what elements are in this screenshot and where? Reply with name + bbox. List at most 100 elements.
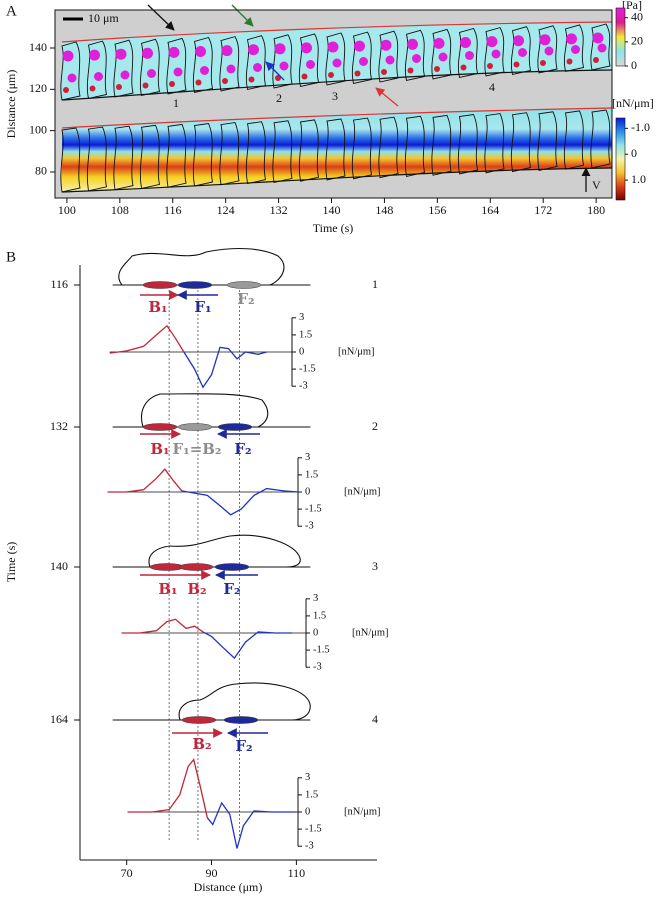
y-tick-label: 140 (29, 40, 47, 54)
cell-outline (166, 37, 187, 95)
cell-outline (457, 114, 479, 175)
cell-outline (113, 39, 134, 98)
trace-tick-label: 0 (299, 346, 304, 357)
adhesion-spot (115, 48, 127, 60)
adhesion-spot (359, 57, 368, 66)
trace-tick-label: 0 (305, 486, 310, 497)
arrow (265, 61, 285, 81)
plot-frame (54, 9, 613, 199)
adhesion-spot (486, 36, 498, 48)
cell-outline (510, 112, 532, 173)
arrow (147, 4, 175, 31)
row-label: 2 (372, 419, 378, 433)
adhesion-spot (89, 49, 100, 61)
cell-outline (537, 25, 558, 74)
adhesion-spot (513, 35, 524, 47)
cell-outline (590, 23, 611, 71)
x-axis-title: Time (s) (313, 221, 354, 235)
adhesion (142, 423, 178, 431)
adhesion-spot (465, 51, 474, 60)
cell-label: 1 (173, 96, 179, 110)
cell-outline (431, 28, 452, 80)
adhesion-spot (566, 33, 577, 45)
trace-unit: [nN/μm] (338, 346, 375, 357)
adhesion-spot (301, 42, 312, 54)
cell-outline (139, 38, 161, 97)
x-tick-label: 140 (323, 203, 341, 217)
cell-outline (139, 124, 161, 189)
colorbar-unit: [nN/μm] (612, 96, 654, 110)
row-label: 1 (372, 277, 378, 291)
adhesion (177, 423, 213, 431)
cell-outline (219, 36, 240, 92)
trace-tick-label: 3 (305, 452, 310, 463)
adhesion-spot (354, 40, 365, 52)
trace-tick-label: 1.5 (313, 610, 326, 621)
adhesion-spot (407, 38, 418, 50)
adhesion-spot (487, 63, 493, 69)
adhesion-spot (460, 37, 471, 48)
adhesion-spot (142, 82, 149, 89)
adhesion-label: F₂ (235, 737, 252, 755)
y-tick-label: 140 (50, 559, 68, 573)
y-axis-title: Distance (μm) (4, 70, 18, 139)
cell-outline (404, 29, 426, 82)
adhesion-spot (438, 52, 448, 62)
adhesion (223, 716, 259, 724)
cell-outline (245, 35, 267, 91)
x-tick-label: 164 (481, 203, 499, 217)
adhesion-spot (226, 64, 236, 74)
colorbar-tick-label: 1.0 (631, 172, 646, 186)
adhesion-label: B₁ (150, 440, 169, 458)
y-tick-label: 80 (35, 164, 47, 178)
adhesion-label: B₁ (158, 580, 177, 598)
adhesion-spot (142, 47, 153, 59)
cell-outline (60, 127, 81, 193)
cell-outline (431, 114, 452, 176)
adhesion (181, 716, 217, 724)
adhesion-spot (407, 67, 414, 74)
adhesion-spot (460, 64, 467, 71)
trace-tick-label: 1.5 (299, 329, 312, 340)
y-tick-label: 120 (29, 81, 47, 95)
adhesion-spot (168, 46, 180, 58)
velocity-label: V (592, 178, 601, 192)
adhesion-spot (385, 55, 395, 65)
adhesion-spot (275, 75, 281, 81)
cell-outline (563, 110, 585, 170)
adhesion-label: F₂ (223, 580, 240, 598)
cell-outline (148, 534, 301, 568)
cell-outline (113, 125, 134, 191)
trace-tick-label: 0 (313, 627, 318, 638)
cell-outline (178, 682, 311, 721)
adhesion-spot (301, 73, 308, 80)
adhesion-spot (380, 39, 392, 51)
adhesion-spot (571, 45, 580, 54)
adhesion-spot (539, 34, 551, 46)
cell-outline (510, 26, 532, 76)
force-trace (127, 758, 208, 818)
adhesion-spot (120, 70, 130, 80)
adhesion-spot (381, 69, 387, 75)
trace-tick-label: 3 (299, 312, 304, 323)
x-tick-label: 116 (164, 203, 182, 217)
adhesion-spot (332, 58, 342, 68)
adhesion (177, 281, 213, 289)
adhesion-spot (173, 67, 183, 77)
trace-tick-label: 1.5 (305, 789, 318, 800)
colorbar-unit: [Pa] (622, 0, 642, 12)
adhesion-spot (200, 66, 209, 75)
cell-label: 4 (489, 80, 495, 94)
adhesion-spot (328, 72, 334, 78)
adhesion-spot (544, 46, 554, 56)
adhesion-label: B₁ (148, 298, 167, 316)
adhesion-spot (248, 76, 255, 83)
adhesion-spot (540, 60, 546, 66)
y-tick-label: 132 (50, 419, 68, 433)
trace-tick-label: -3 (313, 662, 322, 673)
panel-label: A (6, 3, 17, 19)
cell-outline (484, 113, 505, 174)
cell-outline (298, 33, 320, 88)
adhesion-spot (94, 72, 103, 81)
